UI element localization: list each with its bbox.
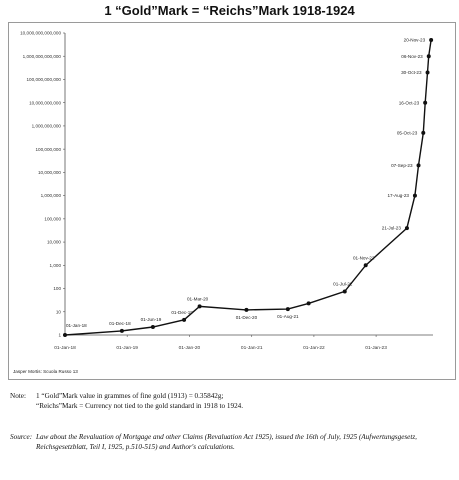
y-tick-label: 10,000,000 — [38, 170, 61, 175]
source-text: Law about the Revaluation of Mortgage an… — [36, 433, 417, 451]
note-line-2: “Reichs”Mark = Currency not tied to the … — [36, 401, 244, 410]
y-tick-label: 100 — [53, 286, 61, 291]
data-point — [119, 328, 124, 333]
line-chart: 1 10 100 1,000 10,000 100,000 1,000,000 10,000,… — [13, 31, 434, 374]
data-label: 01-Jun-19 — [141, 317, 162, 322]
x-tick-label: 01-Jan-22 — [303, 345, 325, 351]
chart-frame: 1 10 100 1,000 10,000 100,000 1,000,000 10,000,… — [8, 22, 456, 380]
source-label: Source: — [10, 433, 33, 441]
data-point — [63, 333, 67, 337]
data-point — [421, 130, 426, 135]
data-label: 21-Jul-23 — [382, 226, 402, 231]
x-tick-label: 01-Jan-20 — [179, 345, 201, 351]
data-point — [363, 263, 368, 268]
data-point — [342, 289, 347, 294]
data-point — [182, 317, 187, 322]
data-label: 07-Sep-23 — [391, 163, 413, 168]
data-label: 16-Oct-23 — [399, 100, 420, 105]
data-label: 01-Nov-22 — [353, 255, 375, 260]
data-point — [412, 193, 417, 198]
y-tick-label: 1,000,000,000 — [32, 124, 62, 129]
data-label: 01-Dec-19 — [171, 310, 193, 315]
data-label: 01-Jul-22 — [333, 281, 353, 286]
note-label: Note: — [10, 392, 26, 400]
y-tick-label: 1,000,000,000,000 — [23, 54, 62, 59]
y-tick-label: 1,000,000 — [41, 193, 62, 198]
y-tick-label: 10,000,000,000 — [29, 100, 61, 105]
y-tick-label: 100,000,000,000 — [27, 77, 62, 82]
data-point — [425, 70, 430, 75]
data-label: 01-Jan-18 — [66, 323, 87, 328]
x-tick-label: 01-Jan-18 — [54, 345, 76, 351]
y-tick-label: 1,000 — [50, 263, 62, 268]
data-point — [306, 301, 311, 306]
y-tick-label: 10,000,000,000,000 — [20, 31, 61, 36]
y-tick-label: 100,000,000 — [35, 147, 61, 152]
data-point — [244, 307, 249, 312]
data-point — [285, 307, 290, 312]
y-tick-label: 10,000 — [47, 240, 61, 245]
data-point — [426, 54, 431, 59]
note-line-1: 1 “Gold”Mark value in grammes of fine go… — [36, 392, 224, 400]
data-label: 20-Nov-23 — [404, 38, 426, 43]
data-label: 06-Nov-23 — [401, 54, 423, 59]
data-label: 01-Dec-20 — [236, 315, 258, 320]
data-label: 05-Oct-23 — [397, 131, 418, 136]
chart-source-caption: Jasper Mortis: Scuola Russo 13 — [13, 369, 78, 374]
y-tick-label: 10 — [56, 309, 62, 314]
data-label: 17-Aug-23 — [387, 193, 409, 198]
data-label: 30-Oct-23 — [401, 70, 422, 75]
x-tick-label: 01-Jan-23 — [365, 345, 387, 351]
x-tick-label: 01-Jan-19 — [116, 345, 138, 351]
chart-title: 1 “Gold”Mark = “Reichs”Mark 1918-1924 — [104, 3, 355, 18]
y-tick-label: 1 — [58, 333, 61, 338]
data-label: 01-Aug-21 — [277, 314, 299, 319]
data-label: 01-Dec-18 — [109, 321, 131, 326]
data-point — [197, 304, 202, 309]
data-point — [404, 226, 409, 231]
data-point — [429, 37, 434, 42]
data-point — [416, 163, 421, 168]
data-label: 01-Mar-20 — [187, 296, 209, 301]
y-tick-label: 100,000 — [44, 216, 61, 221]
data-point — [423, 100, 428, 105]
data-point — [150, 325, 155, 330]
x-tick-label: 01-Jan-21 — [241, 345, 263, 351]
series-line — [64, 39, 432, 336]
